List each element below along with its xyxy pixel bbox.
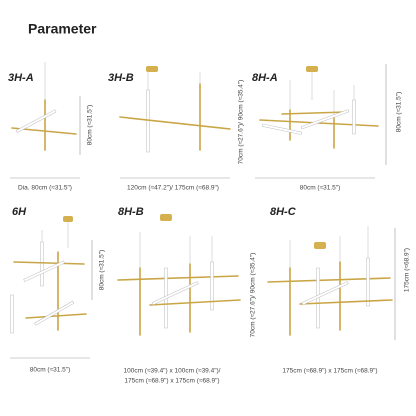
width-label: 175cm (≈68.9") x 175cm (≈68.9")	[282, 368, 377, 375]
product-name: 8H-C	[270, 206, 297, 218]
lamp-3h-b	[119, 66, 231, 179]
product-name: 6H	[12, 206, 27, 218]
lamp-6h	[10, 216, 93, 359]
width-label: 80cm (≈31.5")	[300, 185, 341, 192]
height-label: 80cm (≈31.5")	[87, 105, 94, 146]
lamp-8h-a	[255, 64, 387, 179]
lamp-8h-c	[267, 226, 396, 340]
lamp-3h-a	[10, 62, 81, 179]
title: Parameter	[28, 21, 97, 37]
height-label: 80cm (≈31.5")	[99, 250, 106, 291]
product-name: 3H-A	[8, 72, 34, 84]
width-label: 100cm (≈39.4") x 100cm (≈39.4")/	[123, 368, 220, 375]
height-label: 70cm (≈27.6")/ 90cm (≈35.4")	[250, 253, 257, 338]
width-label: Dia. 80cm (≈31.5")	[18, 185, 72, 192]
lamp-8h-b	[117, 214, 241, 336]
height-label: 80cm (≈31.5")	[396, 92, 403, 133]
width-label: 80cm (≈31.5")	[30, 367, 71, 374]
width-label: 120cm (≈47.2")/ 175cm (≈68.9")	[127, 185, 219, 192]
product-name: 3H-B	[108, 72, 134, 84]
product-name: 8H-B	[118, 206, 144, 218]
width-label: 175cm (≈68.9") x 175cm (≈68.9")	[124, 378, 219, 385]
height-label: 70cm (≈27.6")/ 90cm (≈35.4")	[238, 80, 245, 165]
height-label: 175cm (≈68.9")	[404, 248, 411, 292]
product-name: 8H-A	[252, 72, 278, 84]
